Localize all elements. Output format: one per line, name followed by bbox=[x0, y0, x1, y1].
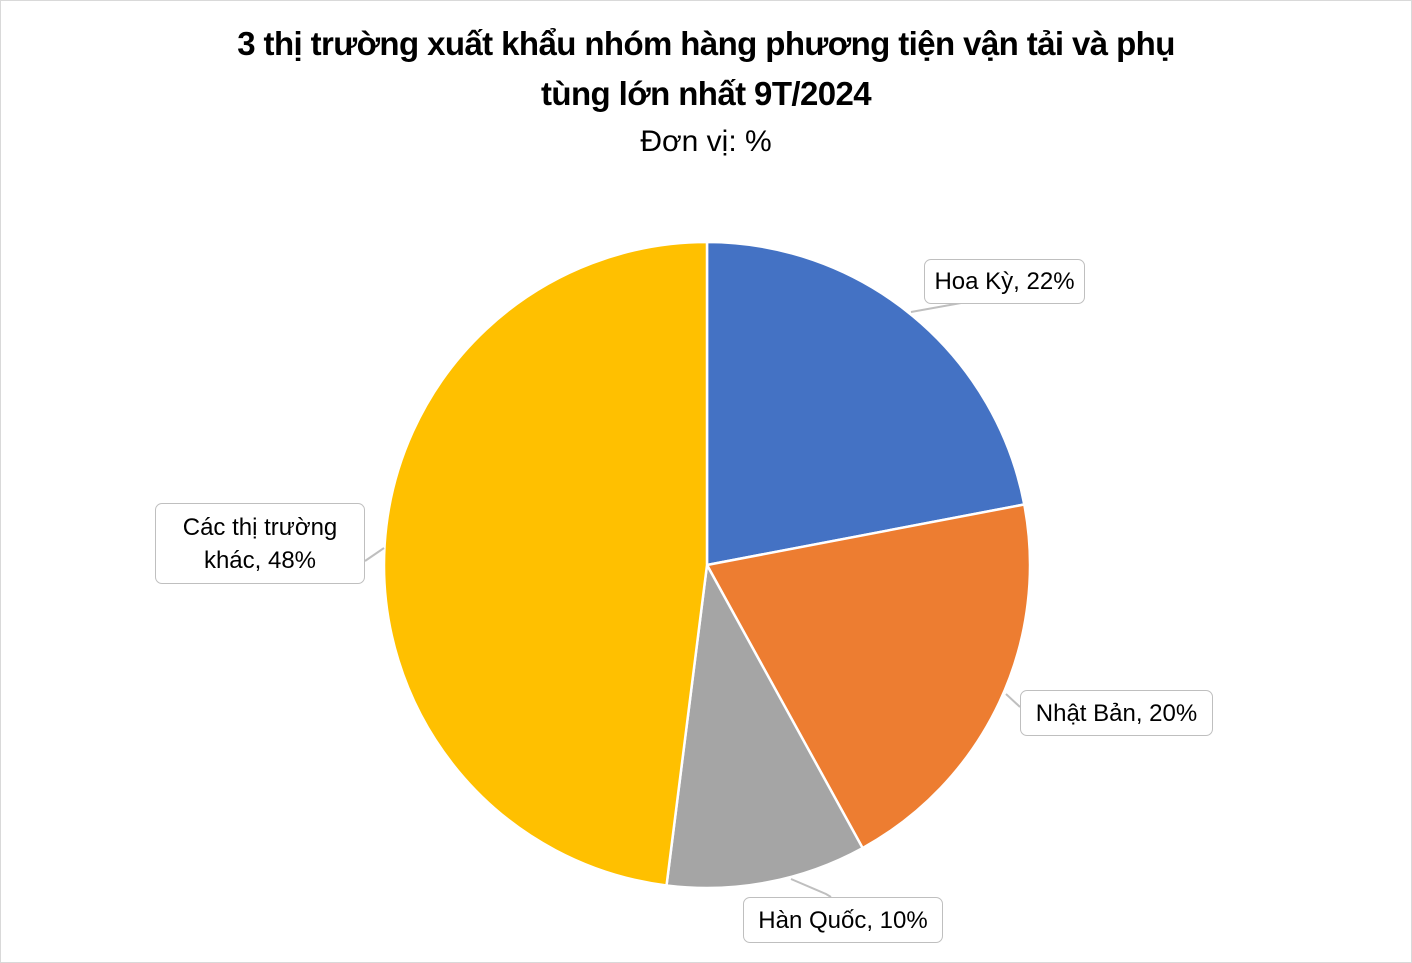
pie-slice-2 bbox=[665, 561, 865, 890]
pie-slice-1 bbox=[705, 503, 1032, 850]
label-line: khác, 48% bbox=[203, 546, 317, 574]
leader-line-1 bbox=[1005, 693, 1021, 708]
pie-slice-0 bbox=[705, 240, 1026, 567]
leader-line-2 bbox=[790, 878, 832, 898]
leader-line-3 bbox=[364, 547, 385, 562]
data-label-hoa-ky: Hoa Kỳ, 22% bbox=[924, 259, 1085, 304]
label-line: Các thị trường bbox=[182, 513, 338, 541]
chart-title-line1: 3 thị trường xuất khẩu nhóm hàng phương … bbox=[237, 25, 1175, 62]
data-label-nhat-ban: Nhật Bản, 20% bbox=[1020, 690, 1213, 736]
data-label-cac-thi-truong-khac: Các thị trường khác, 48% bbox=[155, 503, 365, 584]
leader-line-0 bbox=[910, 302, 981, 313]
data-label-han-quoc: Hàn Quốc, 10% bbox=[743, 897, 943, 943]
chart-subtitle: Đơn vị: % bbox=[640, 125, 772, 158]
chart-title-line2: tùng lớn nhất 9T/2024 bbox=[541, 75, 872, 112]
pie-slice-3 bbox=[382, 240, 709, 887]
